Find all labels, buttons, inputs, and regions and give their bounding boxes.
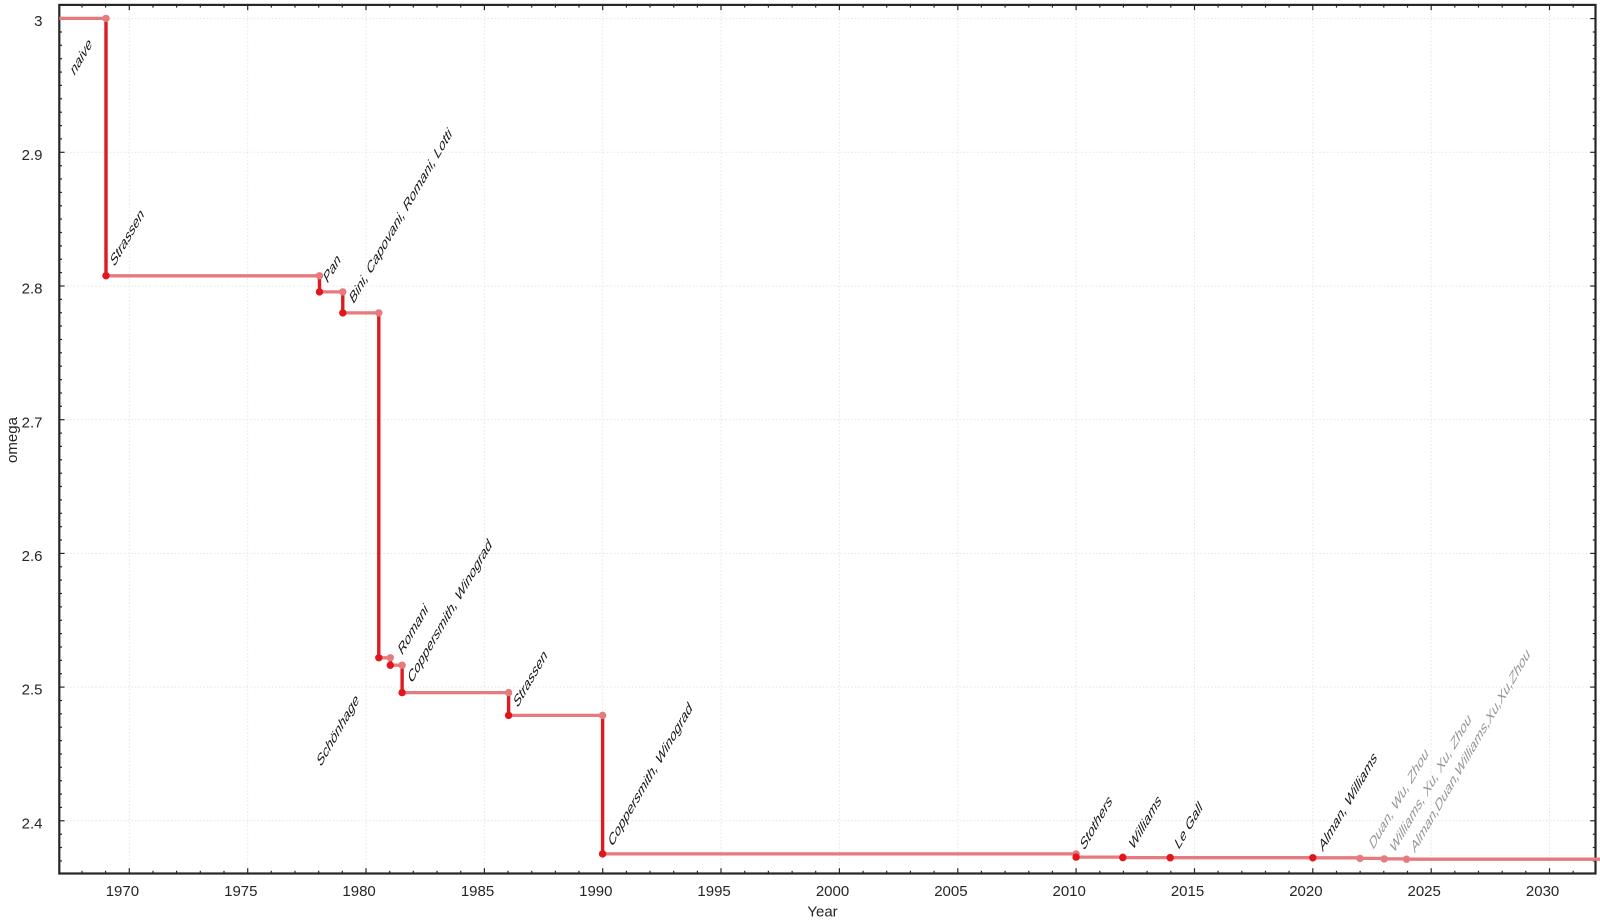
- svg-text:1970: 1970: [106, 883, 139, 900]
- svg-text:2.9: 2.9: [22, 147, 43, 164]
- svg-text:1995: 1995: [697, 883, 730, 900]
- svg-text:2000: 2000: [816, 883, 849, 900]
- svg-text:2025: 2025: [1408, 883, 1441, 900]
- svg-text:1990: 1990: [579, 883, 612, 900]
- svg-text:1975: 1975: [224, 883, 257, 900]
- svg-text:2.6: 2.6: [22, 548, 43, 565]
- svg-text:2005: 2005: [934, 883, 967, 900]
- svg-text:3: 3: [34, 13, 42, 30]
- svg-text:2030: 2030: [1526, 883, 1559, 900]
- svg-text:omega: omega: [4, 416, 21, 463]
- svg-text:2.4: 2.4: [22, 815, 43, 832]
- svg-text:2010: 2010: [1053, 883, 1086, 900]
- svg-text:2.7: 2.7: [22, 414, 43, 431]
- svg-text:2.5: 2.5: [22, 682, 43, 699]
- svg-text:Year: Year: [807, 904, 837, 920]
- svg-text:2015: 2015: [1171, 883, 1204, 900]
- svg-text:2020: 2020: [1289, 883, 1322, 900]
- svg-text:1980: 1980: [342, 883, 375, 900]
- svg-text:1985: 1985: [461, 883, 494, 900]
- svg-text:2.8: 2.8: [22, 281, 43, 298]
